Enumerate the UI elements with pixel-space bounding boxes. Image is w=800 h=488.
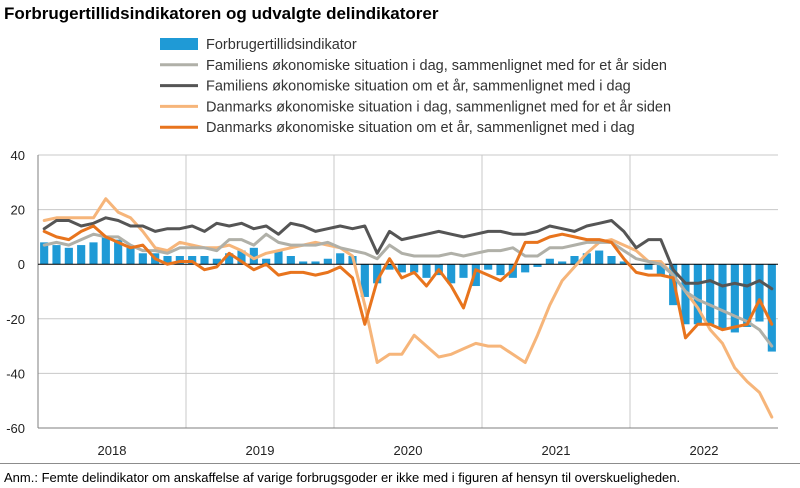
bar [225,253,234,265]
bar [286,256,295,265]
x-tick-label: 2019 [246,443,275,458]
bar [533,264,542,267]
y-tick-label: -20 [6,312,25,327]
bar [619,261,628,265]
bar [77,245,86,265]
legend-label: Familiens økonomiske situation i dag, sa… [206,58,667,74]
x-tick-label: 2022 [690,443,719,458]
bar [385,264,394,270]
legend-swatch [160,38,198,50]
bar [397,264,406,273]
bar [582,253,591,265]
x-tick-label: 2018 [98,443,127,458]
bar [447,264,456,284]
bar [410,264,419,273]
bar [718,264,727,330]
y-tick-label: 0 [18,257,25,272]
bar [484,264,493,270]
bar [681,264,690,325]
series-line [42,232,774,348]
bar [114,239,123,265]
bar [262,258,271,265]
bar [311,261,320,265]
bar [422,264,431,278]
y-tick-label: 40 [11,148,25,163]
chart-note: Anm.: Femte delindikator om anskaffelse … [4,470,681,485]
bar [743,264,752,327]
bar [545,258,554,265]
bar [274,250,283,265]
y-tick-label: -60 [6,421,25,436]
bar [459,264,468,278]
series-line [42,216,774,291]
legend-label: Danmarks økonomiske situation om et år, … [206,120,635,136]
bar [767,264,776,352]
y-tick-label: 20 [11,203,25,218]
bar [656,264,665,276]
y-tick-label: -40 [6,366,25,381]
bar [299,261,308,265]
bar [706,264,715,325]
chart-title: Forbrugertillidsindikatoren og udvalgte … [4,4,439,23]
bar [373,264,382,284]
bar [138,253,147,265]
x-tick-label: 2021 [542,443,571,458]
bar [40,242,49,265]
x-tick-label: 2020 [394,443,423,458]
bar [360,264,369,297]
bar [64,247,73,265]
bar [101,236,110,265]
bar [336,253,345,265]
legend-label: Familiens økonomiske situation om et år,… [206,79,631,95]
bar [52,245,61,265]
legend-label: Forbrugertillidsindikator [206,37,357,53]
bar [521,264,530,273]
series-line [42,224,774,340]
bar [237,250,246,265]
bar [755,264,764,322]
bar [471,264,480,287]
bar [323,258,332,265]
bar [89,242,98,265]
legend-label: Danmarks økonomiske situation i dag, sam… [206,99,671,115]
bar [163,256,172,265]
bar [607,256,616,265]
bar [644,264,653,270]
bar [570,256,579,265]
note-divider [0,463,800,464]
bar [126,247,135,265]
bar [496,264,505,276]
bar [693,264,702,325]
bar [558,261,567,265]
bar [200,256,209,265]
bar [595,250,604,265]
bar [730,264,739,333]
bar [249,247,258,265]
bar [212,258,221,265]
